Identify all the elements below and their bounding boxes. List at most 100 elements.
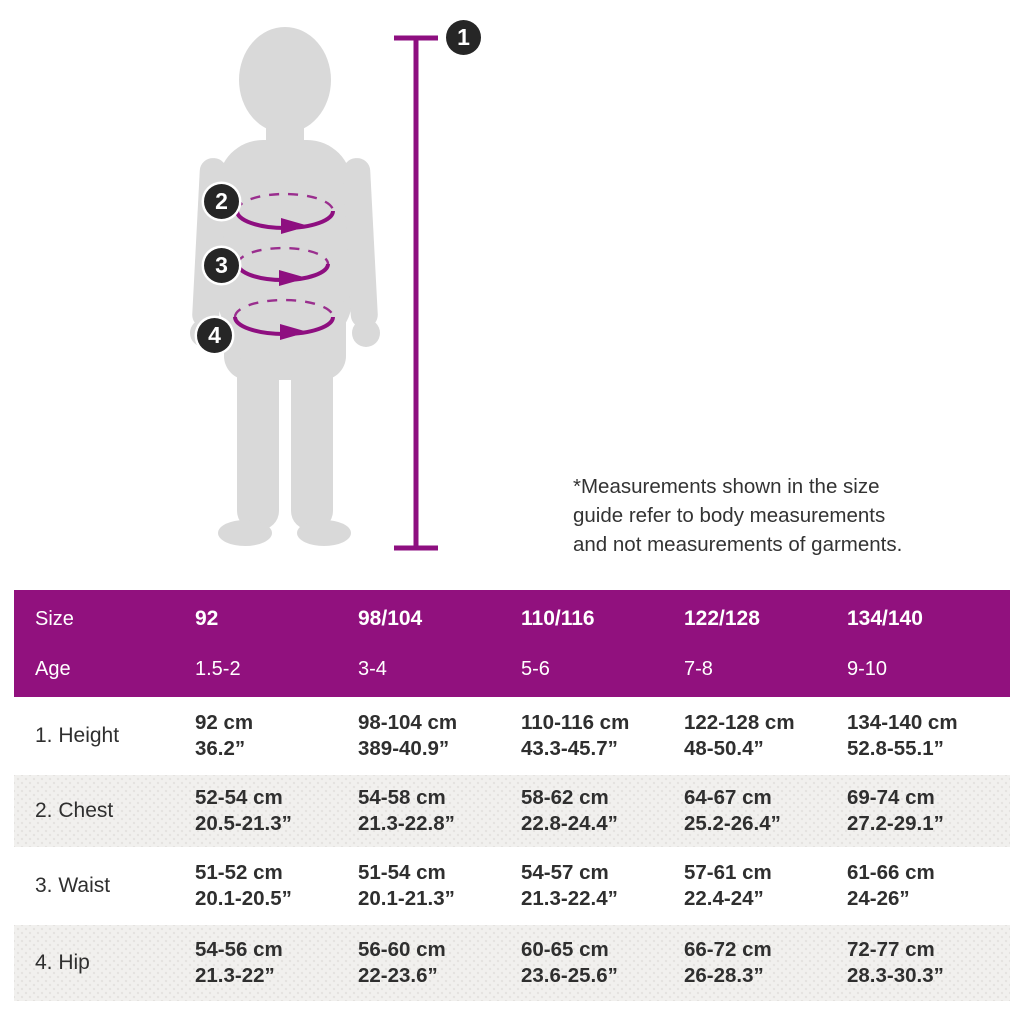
row-label: 4. Hip — [35, 951, 90, 974]
cell-inch: 22-23.6” — [358, 964, 438, 987]
age-value: 5-6 — [521, 658, 550, 680]
waist-arrow-icon — [279, 270, 307, 286]
cell-inch: 20.5-21.3” — [195, 812, 292, 835]
cell-cm: 66-72 cm — [684, 938, 772, 961]
child-silhouette — [190, 27, 380, 546]
size-header-row: Size 92 98/104 110/116 122/128 134/140 — [14, 607, 1010, 631]
measurement-cell: 92 cm 36.2” — [195, 710, 358, 762]
cell-cm: 122-128 cm — [684, 711, 795, 734]
cell-inch: 48-50.4” — [684, 737, 764, 760]
size-guide-table: Size 92 98/104 110/116 122/128 134/140 A… — [14, 590, 1010, 1001]
marker-badge-hip: 4 — [197, 318, 232, 353]
size-value: 98/104 — [358, 607, 423, 630]
marker-badge-height: 1 — [446, 20, 481, 55]
disclaimer-line-3: and not measurements of garments. — [573, 533, 903, 556]
measurement-cell: 60-65 cm 23.6-25.6” — [521, 937, 684, 989]
measurement-cell: 98-104 cm 389-40.9” — [358, 710, 521, 762]
measurement-cell: 54-58 cm 21.3-22.8” — [358, 785, 521, 837]
cell-inch: 25.2-26.4” — [684, 812, 781, 835]
height-dimension-line — [394, 35, 438, 551]
measurement-cell: 56-60 cm 22-23.6” — [358, 937, 521, 989]
cell-cm: 61-66 cm — [847, 861, 935, 884]
cell-cm: 51-54 cm — [358, 861, 446, 884]
measurement-cell: 69-74 cm 27.2-29.1” — [847, 785, 1010, 837]
cell-inch: 20.1-21.3” — [358, 887, 455, 910]
cell-inch: 28.3-30.3” — [847, 964, 944, 987]
disclaimer-line-2: guide refer to body measurements — [573, 504, 886, 527]
disclaimer-line-1: *Measurements shown in the size — [573, 475, 880, 498]
cell-inch: 27.2-29.1” — [847, 812, 944, 835]
cell-cm: 134-140 cm — [847, 711, 958, 734]
age-value: 7-8 — [684, 658, 713, 680]
cell-cm: 56-60 cm — [358, 938, 446, 961]
cell-cm: 110-116 cm — [521, 711, 630, 734]
measurement-cell: 51-52 cm 20.1-20.5” — [195, 860, 358, 912]
size-label: Size — [35, 608, 74, 630]
table-row-chest: 2. Chest 52-54 cm 20.5-21.3” 54-58 cm 21… — [14, 775, 1010, 847]
measurement-disclaimer: *Measurements shown in the size guide re… — [573, 472, 902, 559]
hip-arrow-icon — [280, 324, 308, 340]
cell-cm: 69-74 cm — [847, 786, 935, 809]
measurement-cell: 61-66 cm 24-26” — [847, 860, 1010, 912]
cell-cm: 54-57 cm — [521, 861, 609, 884]
age-value: 1.5-2 — [195, 658, 241, 680]
table-row-hip: 4. Hip 54-56 cm 21.3-22” 56-60 cm 22-23.… — [14, 925, 1010, 1001]
body-measurement-diagram: 1 2 3 4 — [0, 0, 520, 580]
cell-inch: 36.2” — [195, 737, 246, 760]
size-table-header: Size 92 98/104 110/116 122/128 134/140 A… — [14, 590, 1010, 697]
measurement-cell: 52-54 cm 20.5-21.3” — [195, 785, 358, 837]
cell-cm: 52-54 cm — [195, 786, 283, 809]
row-label: 2. Chest — [35, 799, 114, 822]
measurement-cell: 54-56 cm 21.3-22” — [195, 937, 358, 989]
measurement-cell: 54-57 cm 21.3-22.4” — [521, 860, 684, 912]
age-header-row: Age 1.5-2 3-4 5-6 7-8 9-10 — [14, 657, 1010, 681]
measurement-cell: 110-116 cm 43.3-45.7” — [521, 710, 684, 762]
cell-inch: 23.6-25.6” — [521, 964, 618, 987]
table-row-waist: 3. Waist 51-52 cm 20.1-20.5” 51-54 cm 20… — [14, 850, 1010, 922]
size-value: 92 — [195, 607, 219, 630]
cell-inch: 21.3-22.4” — [521, 887, 618, 910]
cell-inch: 20.1-20.5” — [195, 887, 292, 910]
cell-cm: 98-104 cm — [358, 711, 458, 734]
measurement-cell: 134-140 cm 52.8-55.1” — [847, 710, 1010, 762]
measurement-cell: 122-128 cm 48-50.4” — [684, 710, 847, 762]
measurement-cell: 51-54 cm 20.1-21.3” — [358, 860, 521, 912]
cell-cm: 60-65 cm — [521, 938, 609, 961]
cell-cm: 72-77 cm — [847, 938, 935, 961]
size-value: 122/128 — [684, 607, 760, 630]
marker-badge-waist: 3 — [204, 248, 239, 283]
size-value: 134/140 — [847, 607, 923, 630]
measurement-cell: 66-72 cm 26-28.3” — [684, 937, 847, 989]
row-label: 3. Waist — [35, 874, 111, 897]
chest-measure-ellipse — [235, 192, 335, 234]
cell-cm: 54-58 cm — [358, 786, 446, 809]
cell-inch: 43.3-45.7” — [521, 737, 618, 760]
measurement-cell: 72-77 cm 28.3-30.3” — [847, 937, 1010, 989]
cell-cm: 57-61 cm — [684, 861, 772, 884]
age-label: Age — [35, 658, 71, 680]
marker-badge-chest: 2 — [204, 184, 239, 219]
diagram-canvas — [190, 27, 438, 551]
size-value: 110/116 — [521, 607, 595, 630]
row-label: 1. Height — [35, 724, 120, 747]
cell-cm: 64-67 cm — [684, 786, 772, 809]
age-value: 9-10 — [847, 658, 888, 680]
measurement-cell: 57-61 cm 22.4-24” — [684, 860, 847, 912]
cell-inch: 389-40.9” — [358, 737, 450, 760]
table-row-height: 1. Height 92 cm 36.2” 98-104 cm 389-40.9… — [14, 700, 1010, 772]
measurement-cell: 58-62 cm 22.8-24.4” — [521, 785, 684, 837]
cell-inch: 22.4-24” — [684, 887, 764, 910]
hip-measure-ellipse — [233, 298, 335, 340]
age-value: 3-4 — [358, 658, 387, 680]
cell-cm: 58-62 cm — [521, 786, 609, 809]
cell-inch: 24-26” — [847, 887, 910, 910]
cell-inch: 21.3-22” — [195, 964, 275, 987]
waist-measure-ellipse — [236, 246, 330, 286]
chest-arrow-icon — [281, 218, 309, 234]
measurement-cell: 64-67 cm 25.2-26.4” — [684, 785, 847, 837]
cell-cm: 92 cm — [195, 711, 254, 734]
cell-cm: 54-56 cm — [195, 938, 283, 961]
cell-inch: 22.8-24.4” — [521, 812, 618, 835]
cell-inch: 52.8-55.1” — [847, 737, 944, 760]
cell-cm: 51-52 cm — [195, 861, 283, 884]
